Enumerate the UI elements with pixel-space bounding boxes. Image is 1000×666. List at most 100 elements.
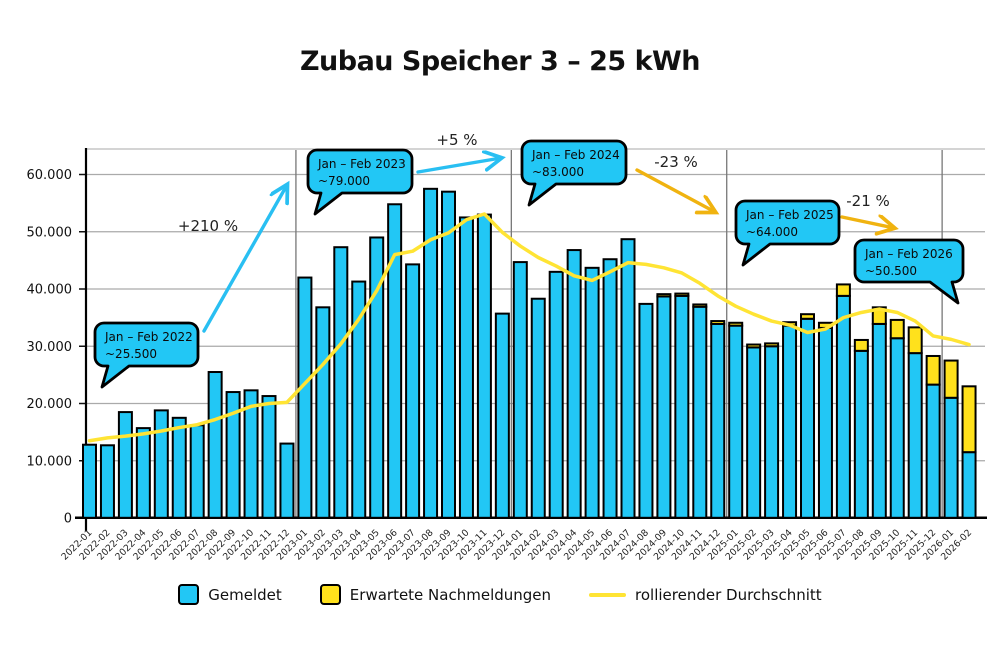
bar-gemeldet [476, 213, 492, 519]
callout-bubble [93, 321, 200, 389]
bar-gemeldet [189, 424, 205, 519]
bar-erwartete-nachmeldungen [925, 354, 941, 386]
rolling-average-line [87, 212, 971, 443]
y-tick-label: 10.000 [27, 454, 73, 469]
bar-erwartete-nachmeldungen [907, 326, 923, 355]
bar-erwartete-nachmeldungen [889, 318, 905, 340]
bar-erwartete-nachmeldungen [746, 343, 762, 349]
bar-gemeldet [297, 276, 313, 519]
trend-arrow-up [416, 158, 501, 174]
bar-gemeldet [817, 326, 833, 519]
y-tick-label: 0 [64, 512, 72, 527]
bar-gemeldet [261, 395, 277, 519]
bar-gemeldet [638, 302, 654, 519]
callout-bubble [306, 148, 414, 216]
trend-percent-label: -23 % [654, 153, 698, 171]
callout-period-label: Jan – Feb 2025 [745, 208, 834, 222]
trend-arrow-down [635, 168, 715, 212]
bar-gemeldet [82, 443, 97, 519]
bar-gemeldet [853, 349, 869, 519]
rolling-average-line-icon [589, 592, 627, 597]
legend-label-durchschnitt: rollierender Durchschnitt [635, 585, 822, 604]
bar-gemeldet [405, 263, 421, 519]
bar-erwartete-nachmeldungen [656, 293, 672, 298]
bar-gemeldet [835, 294, 851, 519]
bar-gemeldet [458, 216, 474, 519]
callout-period-label: Jan – Feb 2024 [531, 148, 620, 162]
bar-gemeldet [728, 324, 744, 519]
bar-gemeldet [656, 295, 672, 519]
trend-percent-label: +210 % [178, 217, 238, 235]
bar-erwartete-nachmeldungen [692, 303, 708, 308]
bar-erwartete-nachmeldungen [764, 342, 780, 348]
bar-gemeldet [207, 371, 223, 519]
y-tick-label: 50.000 [27, 225, 73, 240]
callout-value-label: ~83.000 [532, 165, 584, 179]
callout-value-label: ~50.500 [865, 264, 917, 278]
chart-title: Zubau Speicher 3 – 25 kWh [299, 46, 701, 77]
bar-gemeldet [315, 306, 331, 519]
bar-gemeldet [584, 266, 600, 519]
bar-gemeldet [764, 345, 780, 519]
bar-gemeldet [943, 396, 959, 519]
bar-gemeldet [423, 187, 439, 519]
legend-label-gemeldet: Gemeldet [208, 585, 282, 604]
callout-bubble [853, 238, 965, 305]
bar-gemeldet [602, 258, 618, 519]
bar-gemeldet [782, 324, 798, 519]
legend-label-nachmeldungen: Erwartete Nachmeldungen [349, 585, 552, 604]
legend: Gemeldet Erwartete Nachmeldungen rollier… [0, 584, 1000, 605]
bar-gemeldet [494, 312, 510, 519]
bar-gemeldet [925, 383, 941, 519]
y-tick-label: 60.000 [27, 168, 73, 183]
y-tick-label: 40.000 [27, 283, 73, 298]
bar-gemeldet [369, 236, 385, 519]
callout-bubble [734, 199, 841, 267]
bar-gemeldet [800, 317, 815, 519]
gemeldet-swatch-icon [178, 584, 200, 605]
bar-gemeldet [333, 246, 349, 519]
bar-gemeldet [225, 391, 241, 519]
bar-erwartete-nachmeldungen [835, 283, 851, 297]
callout-value-label: ~79.000 [318, 174, 370, 188]
bar-gemeldet [961, 451, 977, 519]
bar-gemeldet [548, 270, 564, 519]
bar-gemeldet [441, 190, 456, 519]
bar-gemeldet [710, 322, 726, 519]
bar-gemeldet [117, 411, 133, 519]
bar-gemeldet [530, 297, 546, 519]
trend-arrow-down [840, 217, 894, 228]
bar-erwartete-nachmeldungen [943, 359, 959, 399]
bar-gemeldet [351, 280, 367, 519]
bar-gemeldet [746, 346, 762, 519]
bar-gemeldet [871, 322, 887, 519]
callout-value-label: ~25.500 [105, 347, 157, 361]
callout-value-label: ~64.000 [746, 225, 798, 239]
bar-gemeldet [99, 444, 115, 519]
legend-item-erwartete-nachmeldungen: Erwartete Nachmeldungen [319, 584, 552, 605]
y-tick-label: 30.000 [27, 340, 73, 355]
bar-gemeldet [566, 249, 582, 519]
bar-gemeldet [907, 352, 923, 519]
trend-percent-label: +5 % [436, 131, 477, 149]
y-tick-label: 20.000 [27, 397, 73, 412]
legend-item-gemeldet: Gemeldet [178, 584, 282, 605]
bar-gemeldet [674, 294, 690, 519]
bar-erwartete-nachmeldungen [853, 338, 869, 352]
bar-gemeldet [153, 409, 169, 519]
bar-erwartete-nachmeldungen [961, 385, 977, 454]
trend-arrow-up [202, 185, 287, 333]
bar-gemeldet [512, 261, 528, 519]
trend-percent-label: -21 % [846, 192, 890, 210]
bar-erwartete-nachmeldungen [728, 321, 744, 327]
bar-gemeldet [889, 337, 905, 519]
callout-period-label: Jan – Feb 2026 [864, 247, 953, 261]
bar-gemeldet [243, 389, 259, 519]
bar-gemeldet [387, 203, 403, 519]
callout-bubble [520, 139, 628, 207]
bar-erwartete-nachmeldungen [800, 313, 815, 320]
callout-period-label: Jan – Feb 2023 [317, 157, 406, 171]
bar-gemeldet [135, 427, 151, 519]
nachmeldungen-swatch-icon [319, 584, 341, 605]
